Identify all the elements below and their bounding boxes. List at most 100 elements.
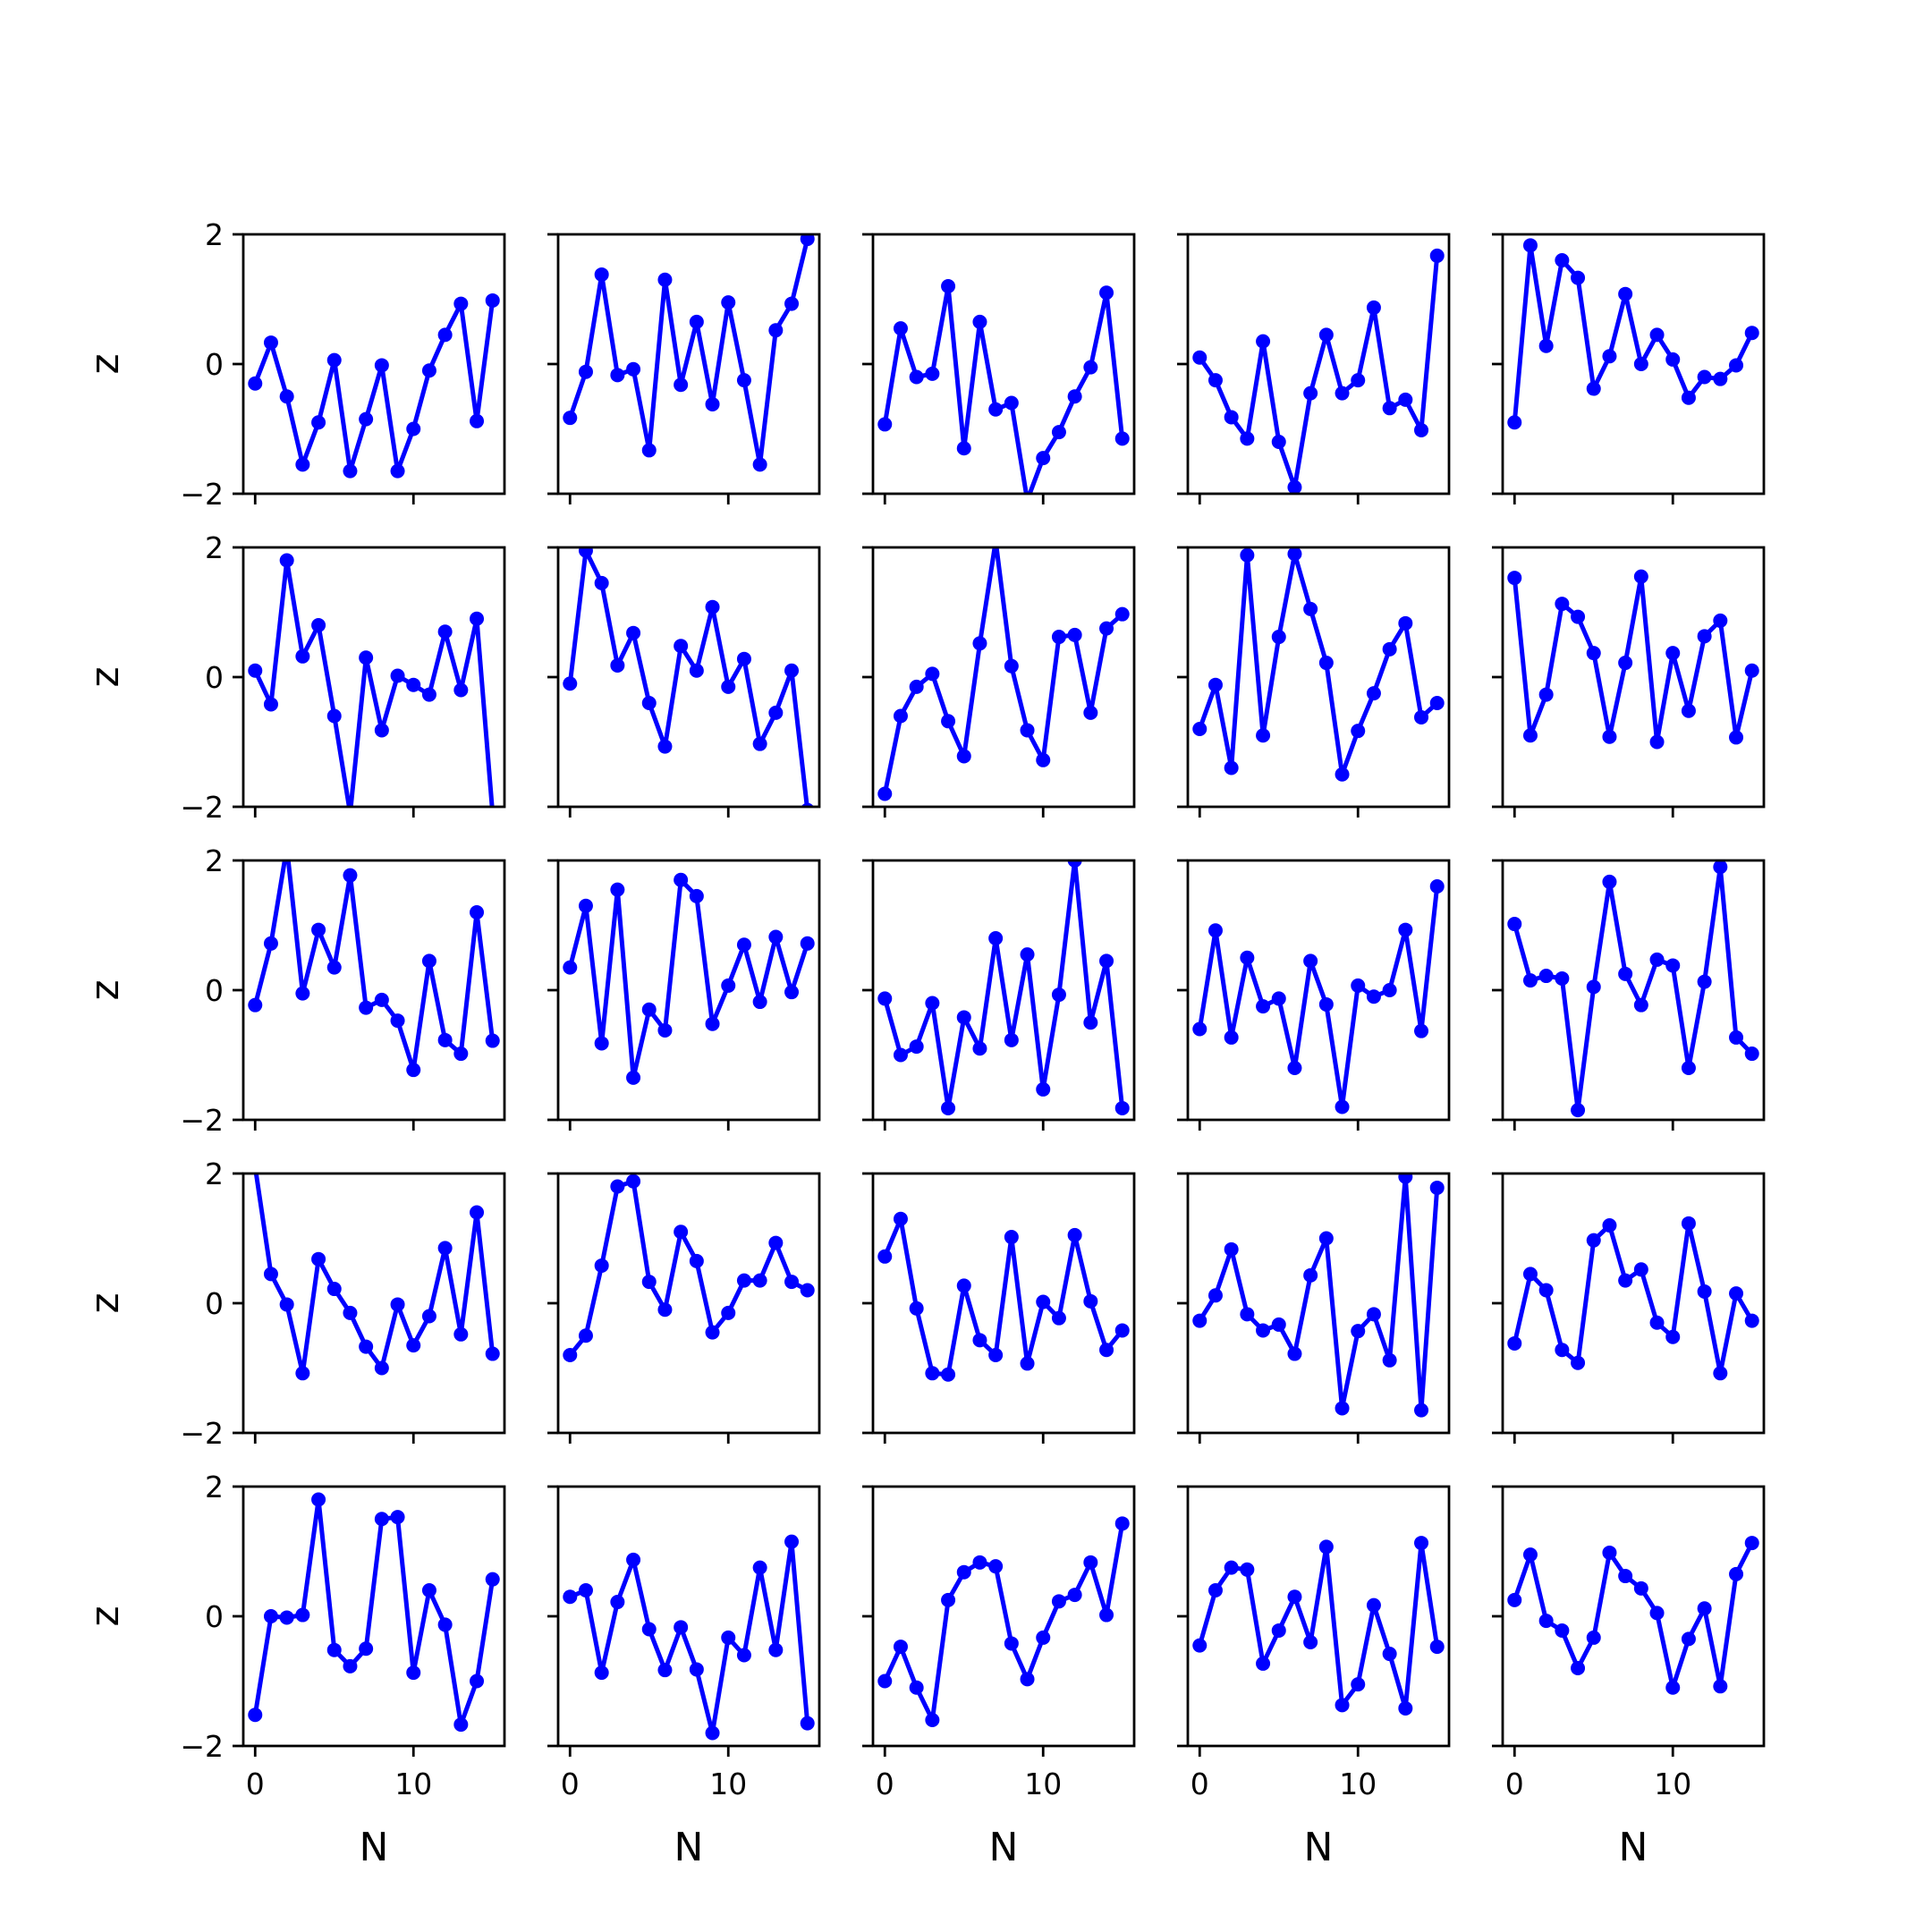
data-point <box>1697 1601 1712 1616</box>
data-point <box>1602 1545 1617 1560</box>
data-point <box>1318 1231 1334 1246</box>
x-axis-label: N <box>674 1825 704 1870</box>
data-point <box>1271 1317 1286 1332</box>
data-point <box>563 960 578 975</box>
data-point <box>1555 253 1570 267</box>
data-point <box>877 786 893 801</box>
data-point <box>1507 1592 1522 1607</box>
data-point <box>1036 1081 1051 1097</box>
data-point <box>470 1205 485 1220</box>
data-point <box>485 1033 500 1048</box>
data-point <box>657 272 673 287</box>
data-point <box>956 1010 971 1025</box>
data-point <box>893 1211 908 1226</box>
data-point <box>1618 1569 1633 1584</box>
axes-frame <box>242 859 506 1122</box>
subplot-r2-c3 <box>862 546 1136 818</box>
series-line <box>567 877 810 1080</box>
data-point <box>359 650 374 665</box>
axes-frame <box>1501 233 1766 496</box>
data-point <box>1224 1241 1239 1257</box>
data-point <box>1398 922 1413 937</box>
data-point <box>470 413 485 428</box>
data-point <box>641 1622 657 1637</box>
data-point <box>1507 917 1522 932</box>
data-point <box>1744 1536 1759 1551</box>
data-point <box>941 1592 956 1607</box>
data-point <box>1744 1046 1759 1062</box>
data-point <box>1114 606 1130 622</box>
data-point <box>326 960 342 975</box>
data-point <box>705 599 720 614</box>
data-point <box>610 1179 625 1194</box>
data-point <box>390 1013 405 1029</box>
data-point <box>1649 327 1665 343</box>
data-point <box>988 1348 1004 1362</box>
data-point <box>594 1036 609 1051</box>
data-point <box>1414 422 1429 437</box>
data-point <box>359 1339 374 1354</box>
data-point <box>721 679 736 694</box>
data-point <box>1507 415 1522 430</box>
data-point <box>1538 969 1554 984</box>
data-point <box>279 389 294 404</box>
data-point <box>1099 285 1114 301</box>
data-point <box>390 1510 405 1525</box>
data-point <box>1240 1307 1255 1322</box>
data-point <box>1618 656 1633 671</box>
data-point <box>421 1309 436 1324</box>
data-point <box>610 1595 625 1610</box>
data-point <box>1382 1647 1397 1662</box>
data-point <box>1036 752 1051 767</box>
data-point <box>674 1620 689 1635</box>
data-point <box>610 882 625 897</box>
data-point <box>1522 238 1538 253</box>
data-point <box>1697 1284 1712 1299</box>
data-point <box>1744 663 1759 678</box>
data-point <box>295 648 310 664</box>
series-line <box>882 1216 1124 1377</box>
data-point <box>1351 1677 1366 1692</box>
data-point <box>1224 410 1239 425</box>
data-point <box>421 687 436 702</box>
data-point <box>1713 613 1728 628</box>
axes-frame <box>1186 859 1451 1122</box>
y-tick-label: 2 <box>205 843 224 878</box>
data-point <box>437 1241 453 1256</box>
x-axis-label: N <box>1304 1825 1334 1870</box>
data-point <box>359 1641 374 1657</box>
data-point <box>406 421 421 436</box>
subplot-r4-c1: −2 0 2 z <box>82 1157 506 1451</box>
data-point <box>406 677 421 692</box>
series-group <box>877 1211 1130 1382</box>
data-point <box>453 1046 469 1062</box>
series-line <box>883 1522 1125 1723</box>
data-point <box>893 1640 908 1655</box>
data-point <box>1571 1661 1586 1675</box>
data-point <box>1303 1267 1318 1283</box>
data-point <box>1414 1402 1429 1418</box>
data-point <box>641 1002 657 1017</box>
data-point <box>594 575 609 590</box>
data-point <box>925 996 940 1011</box>
data-point <box>563 1589 578 1605</box>
data-point <box>374 1512 389 1527</box>
data-point <box>311 415 326 430</box>
data-point <box>1571 1355 1586 1370</box>
data-point <box>594 1258 609 1273</box>
data-point <box>295 457 310 472</box>
series-line <box>252 300 496 474</box>
data-point <box>489 806 496 807</box>
data-point <box>1224 1560 1239 1575</box>
data-point <box>295 986 310 1001</box>
data-point <box>736 1648 751 1663</box>
data-point <box>657 1663 673 1678</box>
subplot-r5-c2: 0 10N <box>547 1485 821 1870</box>
data-point <box>485 1572 500 1587</box>
data-point <box>1099 953 1114 969</box>
data-point <box>1083 1293 1098 1309</box>
data-point <box>610 657 625 673</box>
data-point <box>359 411 374 427</box>
x-tick-label: 10 <box>394 1767 432 1801</box>
